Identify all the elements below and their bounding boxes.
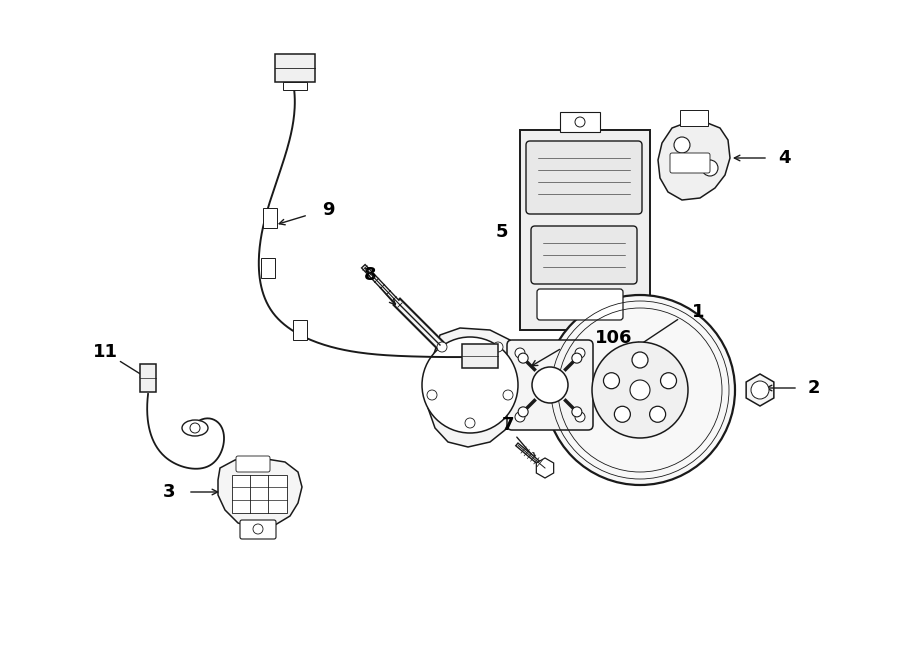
Text: 9: 9 [322,201,335,219]
Bar [462,344,498,368]
Text: 3: 3 [163,483,175,501]
FancyBboxPatch shape [236,456,270,472]
FancyBboxPatch shape [537,289,623,320]
Bar [140,364,156,392]
Bar [283,82,307,90]
Circle shape [253,524,263,534]
Circle shape [674,137,690,153]
Circle shape [615,407,630,422]
Circle shape [493,342,503,352]
Text: 8: 8 [364,266,376,284]
Bar [520,130,650,330]
Circle shape [592,342,688,438]
Ellipse shape [182,420,208,436]
Text: 2: 2 [808,379,821,397]
Circle shape [572,353,582,363]
Polygon shape [746,374,774,406]
Circle shape [437,342,447,352]
Bar [680,110,708,126]
Bar [263,208,277,228]
Bar [261,258,275,278]
Polygon shape [218,458,302,528]
Circle shape [465,418,475,428]
Text: 106: 106 [595,329,633,347]
Circle shape [503,390,513,400]
FancyBboxPatch shape [531,226,637,284]
Polygon shape [658,122,730,200]
Bar [275,54,315,82]
Text: 4: 4 [778,149,790,167]
Circle shape [650,407,666,422]
Circle shape [575,348,585,358]
Circle shape [422,337,518,433]
Bar [232,475,287,513]
Circle shape [632,352,648,368]
Polygon shape [536,458,554,478]
Bar [293,320,307,340]
Circle shape [545,295,735,485]
Circle shape [532,367,568,403]
FancyBboxPatch shape [507,340,593,430]
Circle shape [751,381,769,399]
FancyBboxPatch shape [240,520,276,539]
Circle shape [518,407,528,417]
FancyBboxPatch shape [526,141,642,214]
Circle shape [515,348,525,358]
FancyBboxPatch shape [670,153,710,173]
Polygon shape [428,328,520,447]
Circle shape [518,353,528,363]
Circle shape [604,373,619,389]
Circle shape [515,412,525,422]
Text: 1: 1 [692,303,705,321]
Circle shape [575,412,585,422]
Circle shape [572,407,582,417]
Text: 11: 11 [93,343,118,361]
Circle shape [427,390,437,400]
Bar [560,112,600,132]
Circle shape [661,373,677,389]
Circle shape [702,160,718,176]
Text: 7: 7 [502,416,514,434]
Text: 5: 5 [496,223,508,241]
Circle shape [630,380,650,400]
